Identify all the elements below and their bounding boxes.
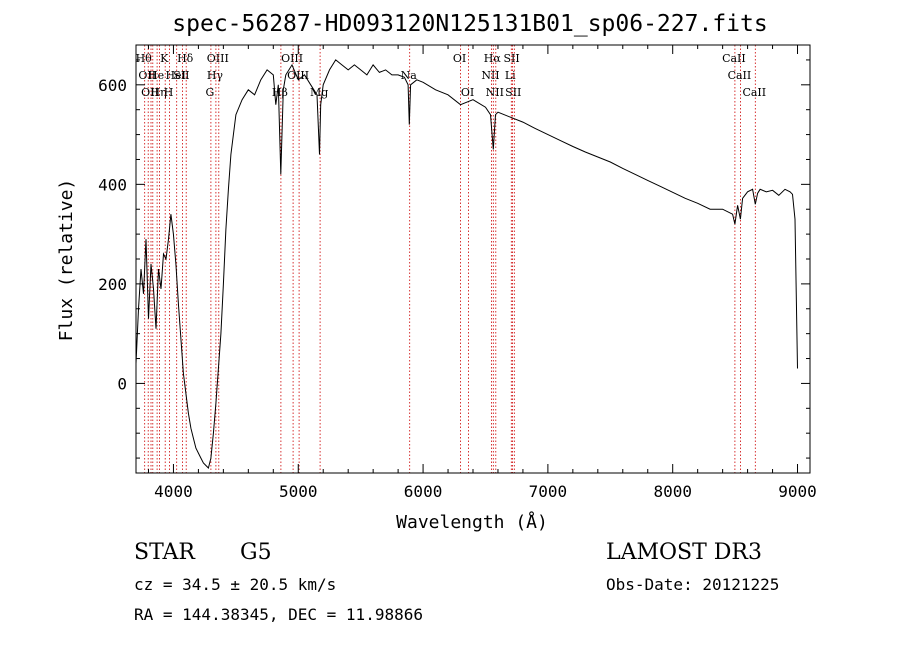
x-tick-label: 5000 [279,482,318,501]
spectral-line-label: Hδ [177,52,194,65]
object-class: STAR [134,540,196,565]
spectral-line-label: OIII [207,52,229,65]
spectral-line-label: SII [173,69,189,82]
spectral-line-label: Li [505,69,516,82]
y-axis-label: Flux (relative) [56,179,77,342]
y-tick-label: 200 [98,275,127,294]
spectral-line-label: Mg [310,86,328,99]
spectral-line-label: H [164,86,174,99]
spectral-line-markers: HθOIIOIIHeHηKHHeISIIHδGHγOIIIHβOIIIOIIIM… [136,45,766,473]
x-tick-label: 6000 [404,482,443,501]
spectral-line-label: HeI [165,69,185,82]
spectral-line-label: CaII [742,86,766,99]
x-tick-label: 4000 [154,482,193,501]
x-axis-label: Wavelength (Å) [396,511,548,533]
coordinates-readout: RA = 144.38345, DEC = 11.98866 [134,605,423,624]
spectral-line-label: SII [505,86,521,99]
spectral-line-label: OIII [281,52,303,65]
spectral-line-label: Hθ [136,52,153,65]
spectral-line-label: Hγ [207,69,224,82]
spectral-line-label: OII [138,69,156,82]
x-tick-label: 7000 [529,482,568,501]
spectral-line-label: Hα [484,52,502,65]
y-tick-label: 600 [98,76,127,95]
x-tick-label: 8000 [653,482,692,501]
spectral-line-label: SII [503,52,519,65]
spectral-line-label: He [148,69,164,82]
spectral-line-label: OI [453,52,466,65]
spectral-line-label: K [160,52,169,65]
x-tick-label: 9000 [778,482,817,501]
spectral-line-label: OIII [287,69,309,82]
y-tick-label: 400 [98,175,127,194]
observation-date: Obs-Date: 20121225 [606,575,779,594]
chart-title: spec-56287-HD093120N125131B01_sp06-227.f… [172,11,767,37]
spectral-line-label: OI [461,86,474,99]
spectral-line-label: Hη [151,86,167,99]
redshift-readout: cz = 34.5 ± 20.5 km/s [134,575,336,594]
spectral-line-label: Na [401,69,418,82]
spectral-line-label: NII [486,86,504,99]
survey-name: LAMOST DR3 [606,540,762,565]
spectral-line-label: G [206,86,215,99]
spectral-line-label: OII [141,86,159,99]
flux-series-line [135,59,798,469]
axis-ticks: 4000 5000 6000 7000 8000 9000 0 200 400 600 [98,45,817,501]
spectral-line-label: CaII [728,69,752,82]
spectral-line-label: NII [481,69,499,82]
object-subclass: G5 [240,540,272,565]
y-tick-label: 0 [117,374,127,393]
spectral-line-label: CaII [722,52,746,65]
